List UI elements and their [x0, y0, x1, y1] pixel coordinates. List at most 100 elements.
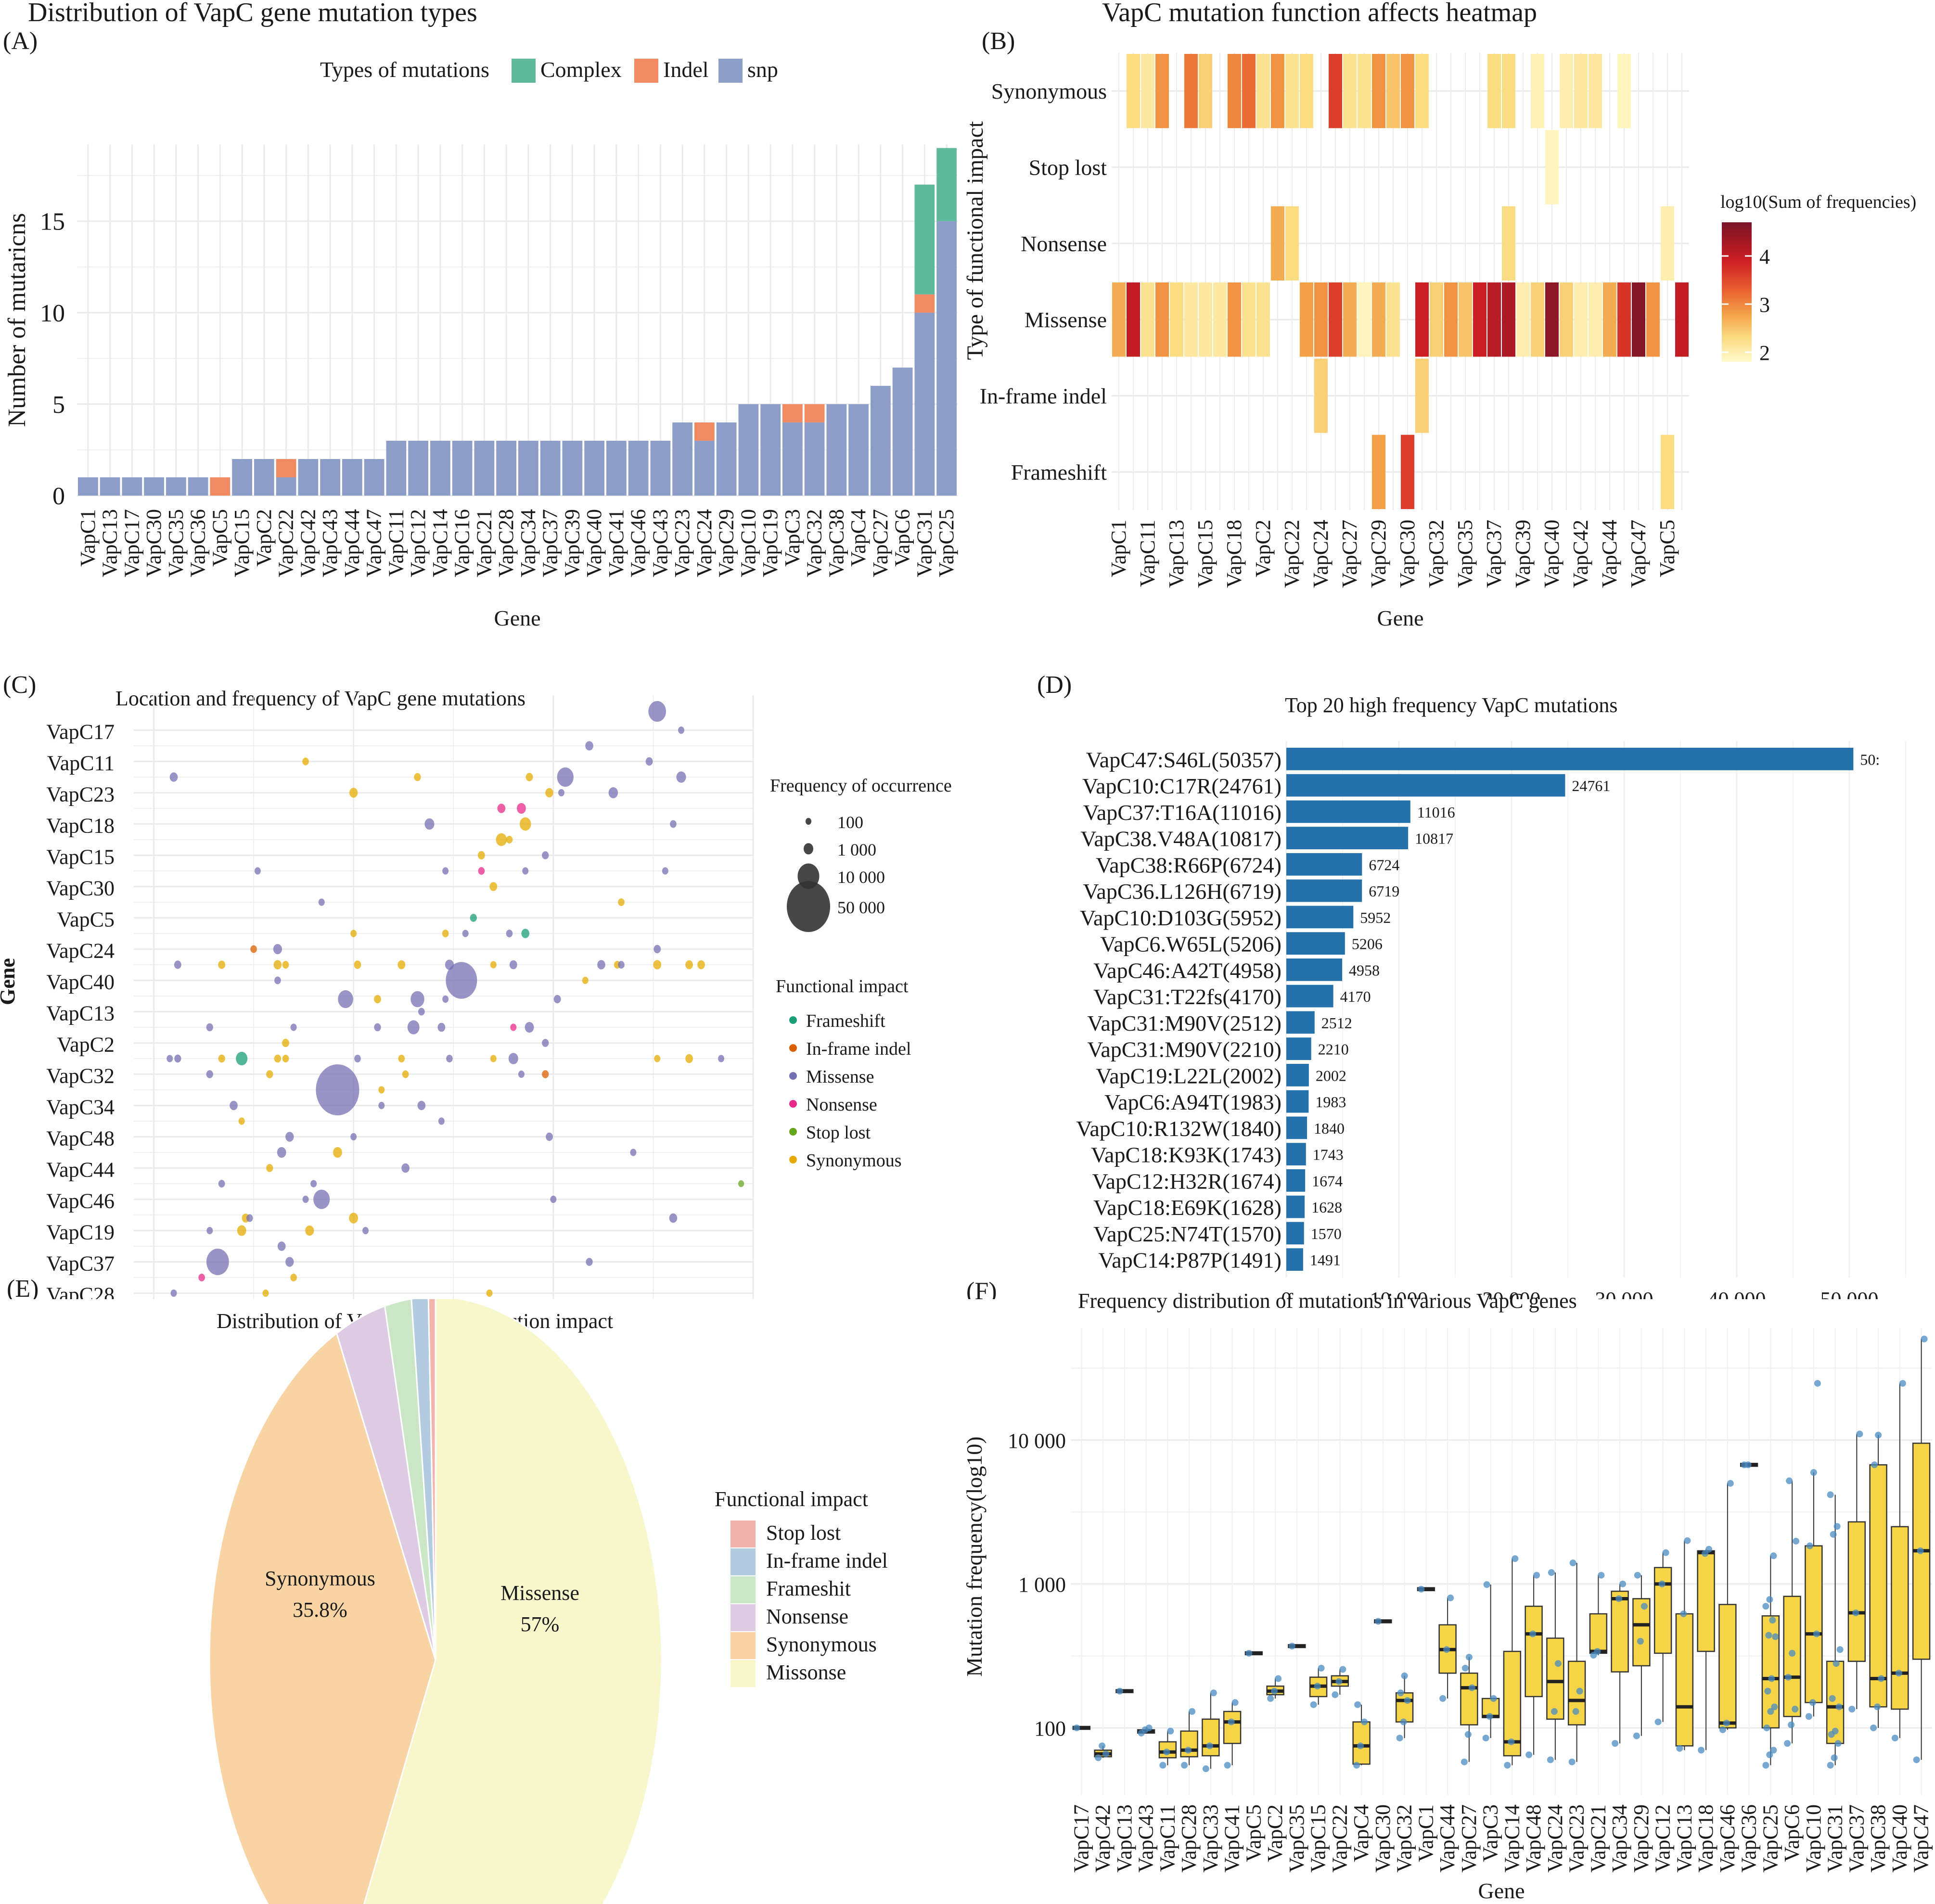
color-legend-symbol [789, 1100, 797, 1108]
bar-segment-snp [716, 422, 737, 496]
y-tick-label: VapC31:M90V(2210) [1087, 1037, 1281, 1062]
mutation-point [437, 1022, 446, 1032]
heatmap-cell [1358, 54, 1371, 128]
colorbar-title: log10(Sum of frequencies) [1720, 192, 1916, 212]
data-point [1361, 1718, 1368, 1725]
y-tick-label: VapC46 [46, 1189, 115, 1213]
mutation-point [410, 991, 424, 1008]
data-point [1852, 1609, 1859, 1616]
heatmap-cell [1112, 282, 1126, 357]
data-point [1554, 1660, 1562, 1667]
heatmap-cell [1285, 54, 1299, 128]
heatmap-cell [1213, 282, 1227, 357]
data-point [1116, 1687, 1123, 1695]
heatmap-cell [1502, 206, 1515, 281]
x-tick-label: VapC29 [715, 509, 738, 577]
x-tick-label: VapC21 [472, 509, 496, 577]
colorbar-tick-label: 4 [1759, 245, 1770, 268]
mutation-point [313, 1189, 330, 1209]
data-point [1206, 1742, 1213, 1750]
x-tick-label: VapC10 [1802, 1804, 1825, 1873]
heatmap-cell [1415, 358, 1429, 433]
data-point [1529, 1630, 1537, 1637]
data-point [1831, 1754, 1838, 1762]
bar-segment-snp [474, 440, 495, 496]
data-point [1443, 1646, 1450, 1653]
data-point [1705, 1546, 1713, 1553]
data-point [1612, 1740, 1619, 1747]
colorbar [1722, 222, 1752, 362]
x-tick-label: VapC36 [186, 509, 210, 577]
bar [1286, 1116, 1307, 1139]
x-tick-label: VapC47 [362, 509, 386, 577]
x-tick-label: VapC27 [869, 509, 892, 577]
bar [1286, 1248, 1303, 1271]
mutation-point [417, 1100, 426, 1111]
bar [1286, 1090, 1309, 1113]
box [1395, 1692, 1414, 1723]
color-legend-symbol [789, 1044, 797, 1052]
data-point [1374, 1618, 1382, 1625]
box [1223, 1711, 1242, 1744]
data-point [1770, 1552, 1777, 1559]
heatmap-cell [1285, 206, 1299, 281]
heatmap-cell [1256, 54, 1270, 128]
color-legend-title: Functional impact [776, 976, 909, 997]
data-point [1830, 1531, 1837, 1538]
bar-segment-snp [364, 459, 384, 496]
mutation-point [654, 1055, 661, 1062]
mutation-point [508, 1053, 518, 1064]
bar-segment-snp [871, 385, 891, 496]
mutation-point [169, 772, 178, 782]
mutation-point [618, 898, 625, 907]
panel-label: (B) [982, 27, 1015, 55]
mutation-point [354, 1054, 361, 1063]
x-tick-label: VapC17 [1069, 1804, 1093, 1873]
box [1891, 1526, 1909, 1710]
heatmap-cell [1401, 54, 1414, 128]
y-tick-label: VapC37 [46, 1252, 115, 1276]
mutation-point [738, 1180, 744, 1188]
mutation-point [509, 960, 517, 970]
x-tick-label: VapC25 [935, 509, 958, 577]
y-tick-label: VapC12:H32R(1674) [1092, 1169, 1281, 1193]
data-point [1772, 1633, 1779, 1640]
x-tick-label: VapC24 [1543, 1804, 1567, 1873]
mutation-point [402, 1070, 409, 1078]
data-label: 24761 [1572, 777, 1610, 794]
box [1503, 1650, 1522, 1757]
heatmap-cell [1256, 282, 1270, 357]
bar-segment-snp [738, 404, 759, 496]
mutation-point [262, 1289, 269, 1297]
bar-segment-snp [342, 459, 362, 496]
y-tick-label: VapC48 [46, 1127, 115, 1150]
x-tick-label: VapC38 [1866, 1804, 1890, 1873]
data-point [1181, 1762, 1188, 1769]
pie-slice [208, 1332, 436, 1904]
data-label: 1628 [1311, 1199, 1342, 1216]
data-point [1793, 1537, 1800, 1545]
size-legend-label: 50 000 [837, 898, 885, 917]
legend-label: Nonsense [766, 1605, 848, 1628]
bar-segment-snp [760, 404, 781, 496]
heatmap-cell [1314, 282, 1328, 357]
x-tick-label: VapC29 [1629, 1804, 1653, 1873]
data-point [1095, 1754, 1102, 1762]
legend-label: Synonymous [766, 1633, 877, 1656]
data-label: 2512 [1321, 1014, 1352, 1032]
data-point [1159, 1762, 1166, 1769]
data-point [1895, 1670, 1902, 1677]
y-tick-label: 100 [1034, 1717, 1066, 1740]
x-tick-label: VapC22 [1280, 520, 1304, 588]
data-point [1767, 1708, 1774, 1715]
box [1611, 1590, 1629, 1673]
mutation-point [518, 1070, 525, 1078]
mutation-point [525, 773, 533, 781]
data-point [1568, 1758, 1576, 1765]
legend-title: Types of mutations [320, 57, 489, 82]
heatmap-cell [1675, 282, 1689, 357]
x-tick-label: VapC14 [428, 509, 452, 577]
box [1546, 1637, 1564, 1720]
x-tick-label: VapC43 [1134, 1804, 1158, 1873]
mutation-point [236, 1051, 248, 1066]
